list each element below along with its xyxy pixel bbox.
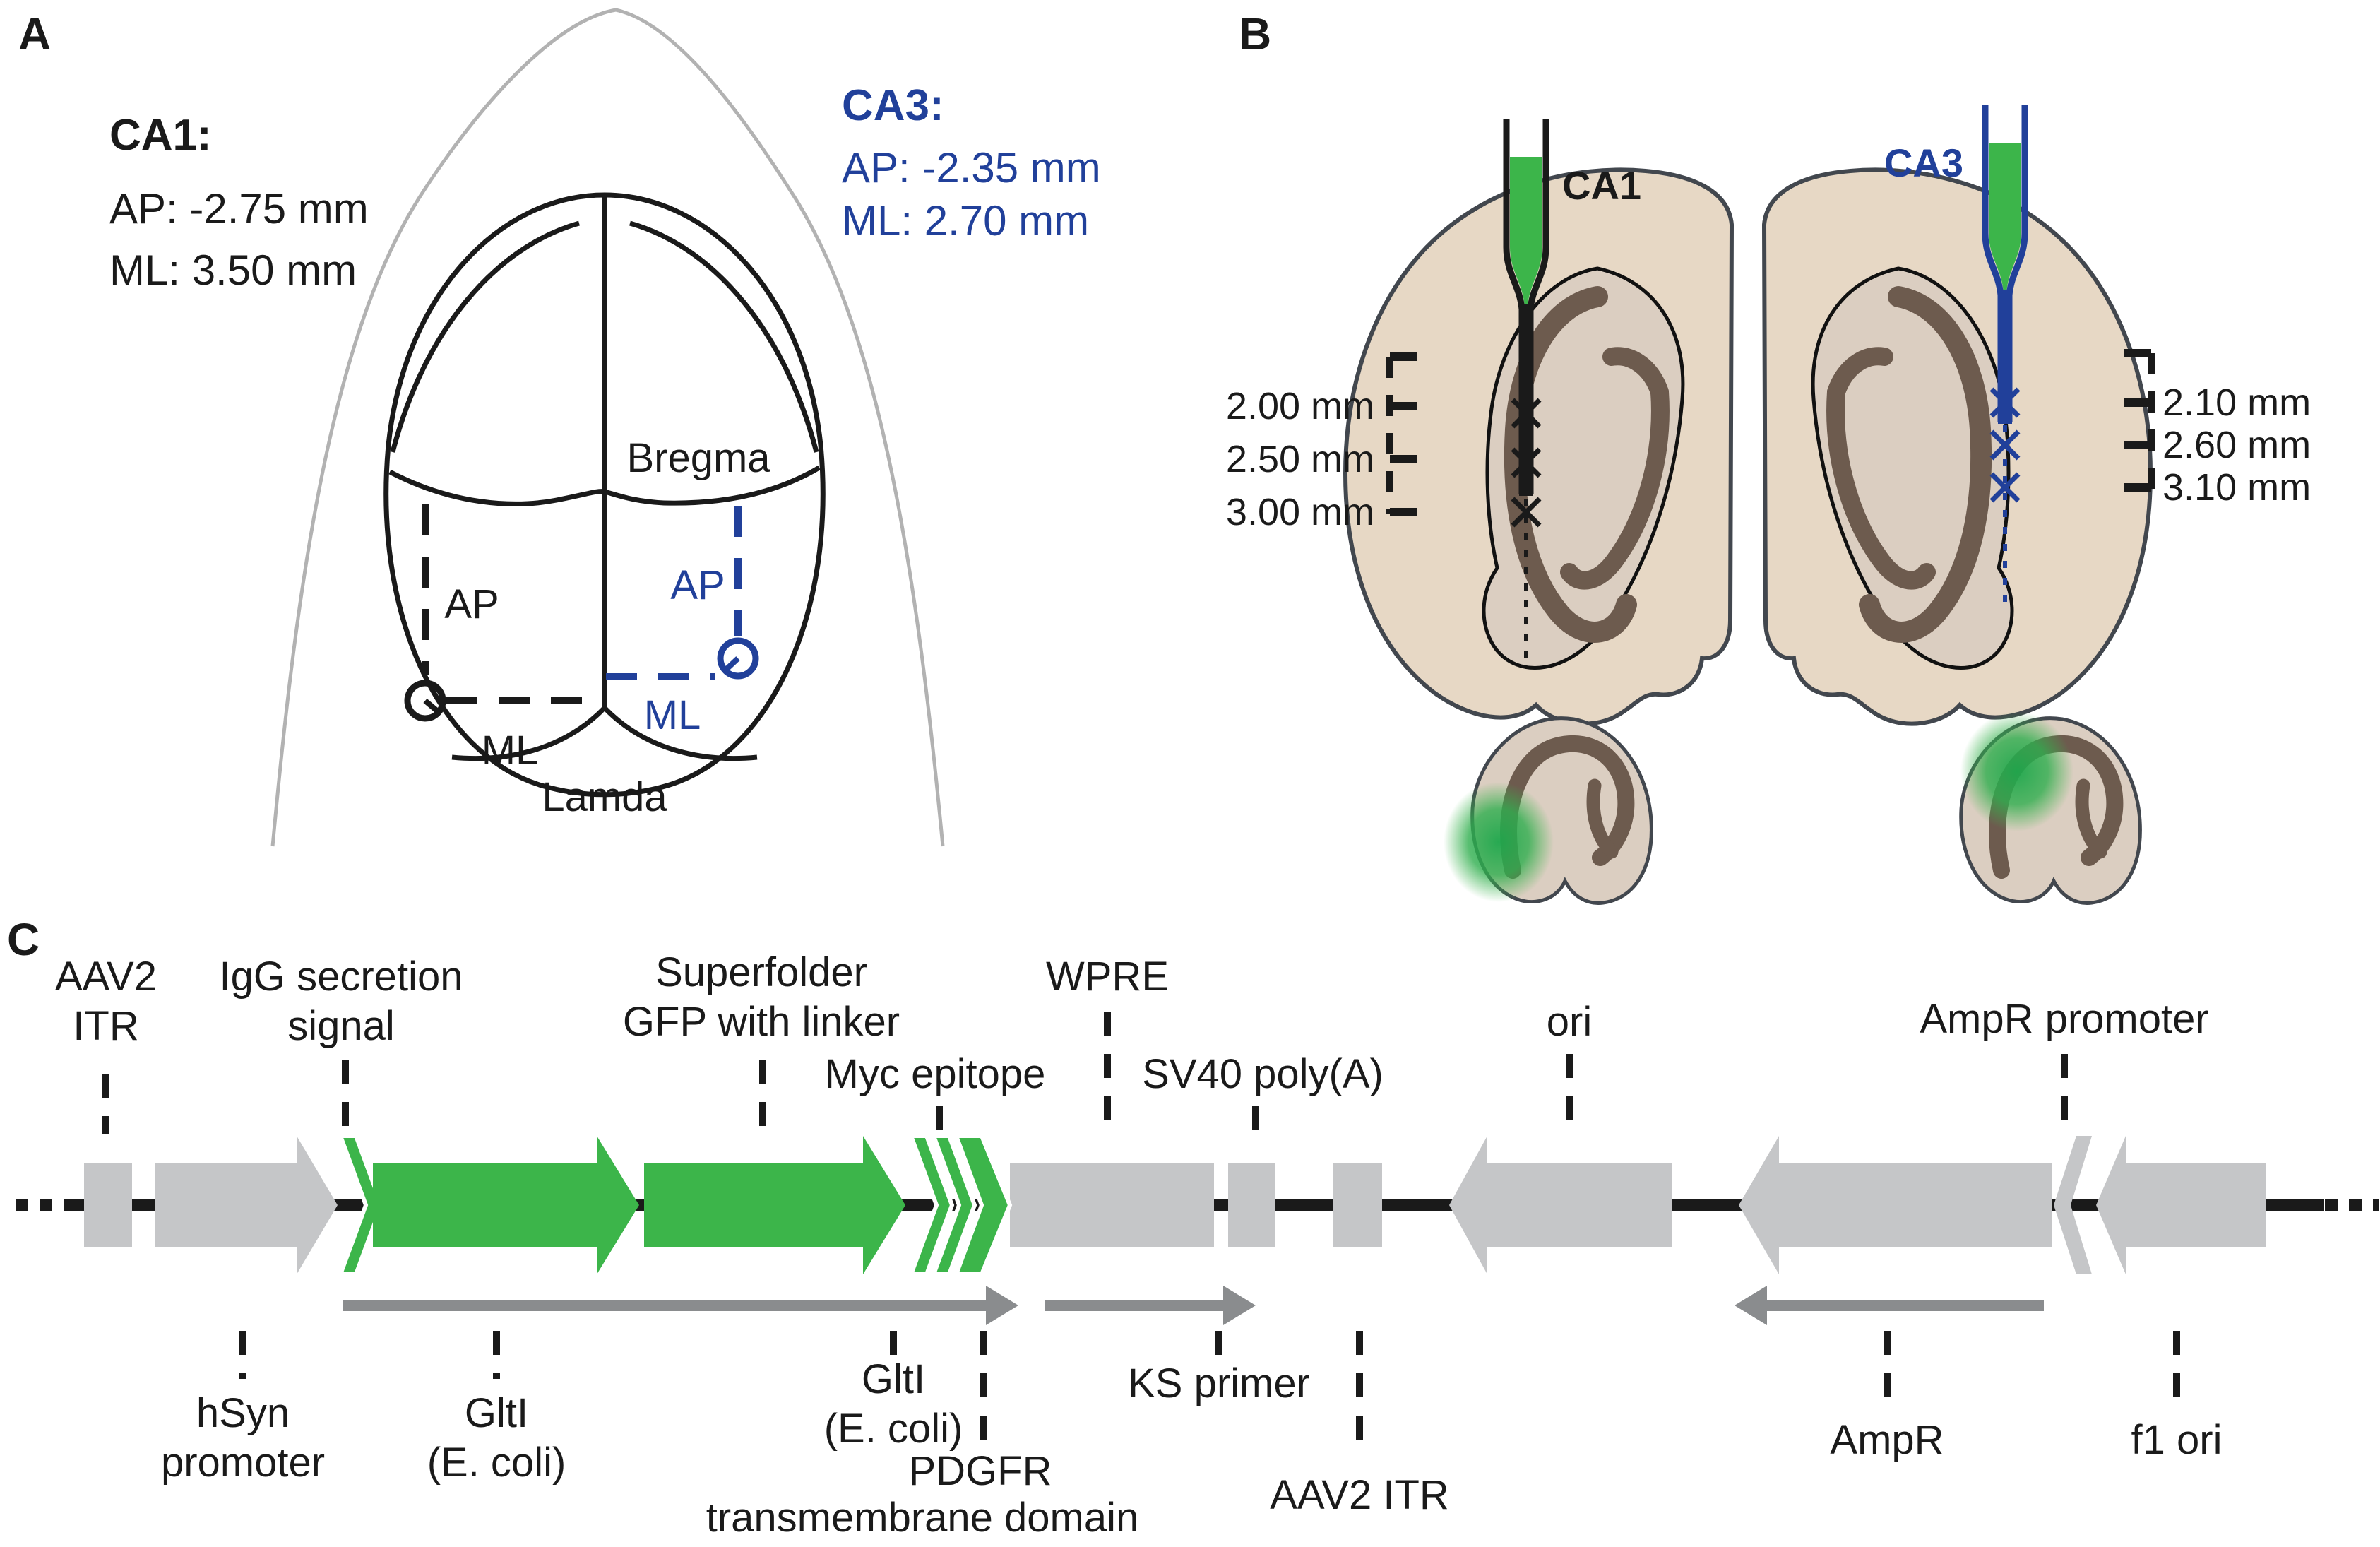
ca1-ml-axis-label: ML: [482, 728, 539, 774]
frontal-suture-right: [629, 220, 819, 453]
f1-ori-element: [2096, 1136, 2266, 1274]
label-f1-ori: f1 ori: [2131, 1417, 2223, 1463]
ca1-depth-bracket: [1386, 352, 1417, 516]
lambda-label: Lamda: [542, 774, 667, 820]
ca1-ap-axis-label: AP: [444, 581, 499, 627]
label-ampr-promoter: AmpR promoter: [1920, 996, 2208, 1042]
ca3-injection-point: [717, 637, 759, 680]
label-aav2-itr-left-1: AAV2: [55, 954, 157, 1000]
dentate-gyrus-hook: [1602, 347, 1669, 401]
ca1-pipette-liquid: [1510, 157, 1542, 307]
ca3-depth-bracket: [2124, 349, 2155, 492]
head-outline: [270, 8, 945, 847]
label-glti-a-1: GltI: [465, 1390, 528, 1436]
label-glti-b-1: GltI: [862, 1356, 925, 1402]
frontal-suture-left: [390, 220, 580, 453]
label-hsyn-2: promoter: [161, 1440, 325, 1486]
ampr-arrowhead: [1735, 1286, 1767, 1325]
ca3-depth-3: 3.10 mm: [2162, 466, 2311, 509]
ca1-depth-3: 3.00 mm: [1226, 491, 1374, 533]
label-pdgfr-2: transmembrane domain: [706, 1495, 1139, 1541]
ca3-coordinates-block: CA3: AP: -2.35 mm ML: 2.70 mm: [842, 81, 1101, 244]
ori-element: [1449, 1136, 1672, 1274]
panel-a-skull-diagram: A Bregma Lamda AP ML AP ML CA1:: [18, 8, 1101, 847]
label-gfp-1: Superfolder: [655, 949, 867, 995]
ca1-pipette-label: CA1: [1562, 163, 1641, 208]
label-igg-2: signal: [287, 1003, 395, 1049]
ca1-ap-value: AP: -2.75 mm: [109, 185, 369, 232]
superfolder-gfp-element: [644, 1136, 905, 1274]
panel-c-label: C: [7, 914, 40, 965]
label-igg-1: IgG secretion: [220, 954, 463, 1000]
ca3-pipette-shaft: [1998, 290, 2012, 424]
lambdoid-suture-left: [451, 706, 607, 761]
ca1-pipette-shaft: [1519, 304, 1533, 496]
label-glti-a-2: (E. coli): [427, 1440, 566, 1486]
ca1-pipette: CA1: [1503, 119, 1641, 661]
ca1-depth-2: 2.50 mm: [1226, 438, 1374, 480]
ca1-injection-x-marks: [1511, 398, 1542, 528]
wpre-element: [1010, 1163, 1214, 1247]
ca3-depth-1: 2.10 mm: [2162, 381, 2311, 424]
ca3-ml-value: ML: 2.70 mm: [842, 197, 1089, 244]
mini-hippocampus-inner-band: [1586, 778, 1619, 859]
ca3-ap-value: AP: -2.35 mm: [842, 144, 1101, 191]
label-ori: ori: [1547, 999, 1592, 1045]
ca1-coordinates-block: CA1: AP: -2.75 mm ML: 3.50 mm: [109, 111, 369, 294]
label-gfp-2: GFP with linker: [623, 999, 900, 1045]
dentate-gyrus-band: [1560, 383, 1670, 590]
ca1-depth-1: 2.00 mm: [1226, 385, 1374, 427]
ampr-element: [1739, 1136, 2052, 1274]
ca3-title: CA3:: [842, 81, 944, 130]
pdgfr-tm-element: [953, 1134, 1013, 1276]
ca3-pipette: CA3: [1884, 105, 2028, 612]
label-pdgfr-1: PDGFR: [909, 1448, 1052, 1494]
label-hsyn-1: hSyn: [196, 1390, 290, 1436]
glti-cds-arrowhead: [986, 1286, 1018, 1325]
label-wpre: WPRE: [1046, 954, 1169, 1000]
glti-cterm-element: [908, 1134, 955, 1276]
ks-primer-arrowhead: [1223, 1286, 1256, 1325]
ca3-ml-axis-label: ML: [644, 692, 701, 738]
label-aav2-itr-bottom: AAV2 ITR: [1270, 1472, 1449, 1518]
ca3-depth-2: 2.60 mm: [2162, 424, 2311, 466]
hemisphere-right: [1764, 170, 2150, 723]
label-aav2-itr-left-2: ITR: [73, 1003, 138, 1049]
label-myc: Myc epitope: [825, 1051, 1046, 1097]
bregma-label: Bregma: [626, 435, 770, 481]
label-glti-b-2: (E. coli): [824, 1406, 963, 1452]
ca1-injection-point: [404, 680, 446, 722]
ca3-gfp-expression-blob: [1960, 711, 2073, 831]
ca3-ap-axis-label: AP: [670, 562, 725, 608]
glti-element: [373, 1136, 639, 1274]
ampr-promoter-element: [2054, 1136, 2092, 1274]
panel-b-coronal-sections: B CA1: [1226, 8, 2311, 903]
ca3-injection-x-marks: [1989, 387, 2021, 503]
skull-outline: [383, 192, 826, 798]
ca3-injection-point-tick: [725, 656, 740, 671]
hsyn-promoter-element: [155, 1136, 338, 1274]
ca1-gfp-expression-blob: [1444, 782, 1554, 902]
panel-c-plasmid-map: C: [7, 914, 2379, 1541]
panel-b-label: B: [1239, 8, 1271, 59]
lambdoid-suture-right: [602, 706, 758, 761]
panel-a-label: A: [18, 8, 51, 59]
ca1-title: CA1:: [109, 111, 212, 160]
aav2-itr-right-element: [1333, 1163, 1382, 1247]
label-sv40: SV40 poly(A): [1142, 1051, 1384, 1097]
ca3-pipette-liquid: [1989, 143, 2021, 292]
sv40-polya-element: [1228, 1163, 1275, 1247]
ca1-injection-point-tick: [423, 698, 441, 715]
label-ampr: AmpR: [1830, 1417, 1944, 1463]
ca3-pipette-label: CA3: [1884, 141, 1963, 185]
ca1-ml-value: ML: 3.50 mm: [109, 247, 357, 294]
hemisphere-left: [1343, 167, 1735, 726]
myc-epitope-element: [930, 1134, 977, 1276]
aav2-itr-left-element: [84, 1163, 132, 1247]
label-ks-primer: KS primer: [1128, 1361, 1310, 1406]
